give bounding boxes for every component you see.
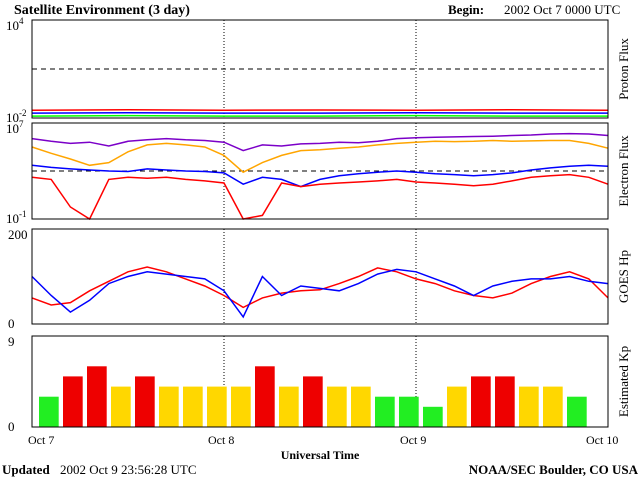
updated-label: Updated — [2, 462, 50, 477]
kp-bar — [279, 386, 299, 427]
panel-frame — [31, 335, 609, 428]
kp-bar — [135, 376, 155, 427]
panel-frame — [31, 19, 609, 119]
x-tick-label: Oct 8 — [208, 433, 234, 447]
kp-bar — [519, 386, 539, 427]
y-tick-label: 9 — [8, 334, 15, 349]
kp-bar — [111, 386, 131, 427]
x-axis-label: Universal Time — [281, 448, 360, 462]
y-axis-label: Electron Flux — [616, 135, 631, 207]
panel-frame — [31, 228, 609, 325]
kp-bar — [63, 376, 83, 427]
series-green — [31, 114, 608, 117]
kp-bar — [375, 396, 395, 427]
kp-bar — [231, 386, 251, 427]
x-tick-label: Oct 9 — [400, 433, 426, 447]
y-tick-label: 107 — [6, 119, 24, 136]
kp-bar — [255, 366, 275, 427]
kp-bar — [399, 396, 419, 427]
y-axis-label: GOES Hp — [616, 250, 631, 303]
kp-bar — [207, 386, 227, 427]
y-axis-label: Proton Flux — [616, 38, 631, 100]
y-tick-exponent: -1 — [19, 209, 27, 219]
updated-value: 2002 Oct 9 23:56:28 UTC — [60, 462, 197, 477]
kp-bar — [39, 396, 59, 427]
y-axis-label: Estimated Kp — [616, 346, 631, 417]
kp-bar — [327, 386, 347, 427]
y-tick-label: 0 — [8, 316, 15, 331]
y-tick-label: 10-2 — [6, 108, 27, 125]
y-tick-label: 10-1 — [6, 209, 27, 226]
panel-kp: 9 0 Estimated Kp — [8, 334, 631, 434]
credit-text: NOAA/SEC Boulder, CO USA — [469, 462, 639, 477]
y-tick-base: 10 — [6, 211, 19, 226]
series-orange — [31, 139, 609, 174]
kp-bar — [87, 366, 107, 427]
kp-bar — [303, 376, 323, 427]
series-red — [31, 173, 609, 221]
kp-bar — [423, 406, 443, 427]
series-blue — [31, 268, 609, 319]
kp-bar — [567, 396, 587, 427]
y-tick-exponent: -2 — [19, 108, 27, 118]
panel-frame — [31, 122, 609, 220]
y-tick-label: 0 — [8, 419, 15, 434]
y-tick-exponent: 7 — [19, 119, 24, 129]
kp-bar — [351, 386, 371, 427]
kp-bar — [183, 386, 203, 427]
series-blue — [31, 164, 609, 188]
y-tick-base: 10 — [6, 121, 19, 136]
begin-label: Begin: — [448, 2, 484, 17]
series-purple — [31, 132, 609, 152]
x-tick-label: Oct 10 — [586, 433, 618, 447]
series-red — [31, 266, 609, 309]
x-tick-label: Oct 7 — [28, 433, 54, 447]
kp-bar — [495, 376, 515, 427]
chart-title: Satellite Environment (3 day) — [14, 3, 190, 18]
y-tick-label: 200 — [8, 227, 28, 242]
kp-bar — [159, 386, 179, 427]
y-tick-base: 10 — [6, 18, 19, 33]
begin-value: 2002 Oct 7 0000 UTC — [504, 2, 620, 17]
series-red — [31, 108, 609, 111]
y-tick-label: 104 — [6, 16, 24, 33]
y-tick-exponent: 4 — [19, 16, 24, 26]
kp-bar — [543, 386, 563, 427]
panel-hp: 200 0 GOES Hp — [8, 227, 631, 331]
y-tick-base: 10 — [6, 110, 19, 125]
kp-bar — [447, 386, 467, 427]
kp-bar — [471, 376, 491, 427]
x-axis-ticks: Oct 7 Oct 8 Oct 9 Oct 10 — [28, 433, 618, 447]
